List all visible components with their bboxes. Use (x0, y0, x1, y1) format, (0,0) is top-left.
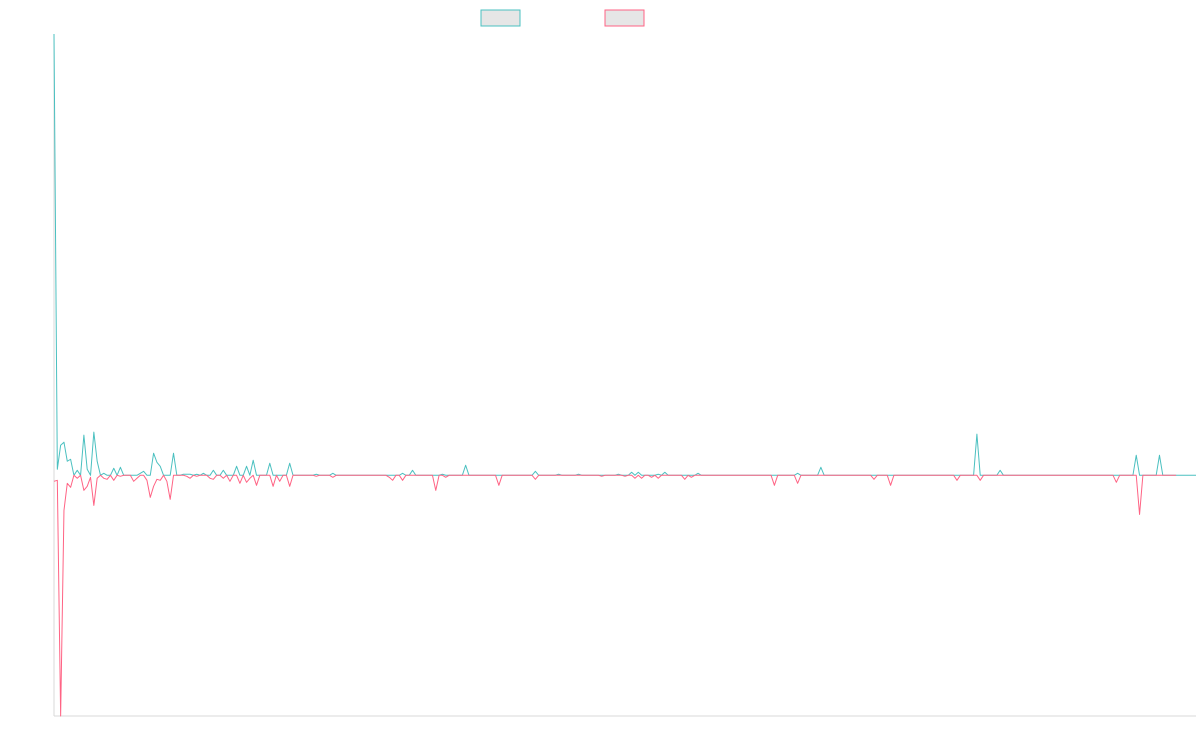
series-line-2 (53, 474, 1177, 717)
legend (480, 9, 645, 27)
legend-swatch-2[interactable] (604, 9, 645, 27)
axes (53, 34, 1196, 717)
series-line-1 (53, 33, 1196, 476)
series-group (53, 33, 1196, 717)
legend-swatch-1[interactable] (480, 9, 521, 27)
